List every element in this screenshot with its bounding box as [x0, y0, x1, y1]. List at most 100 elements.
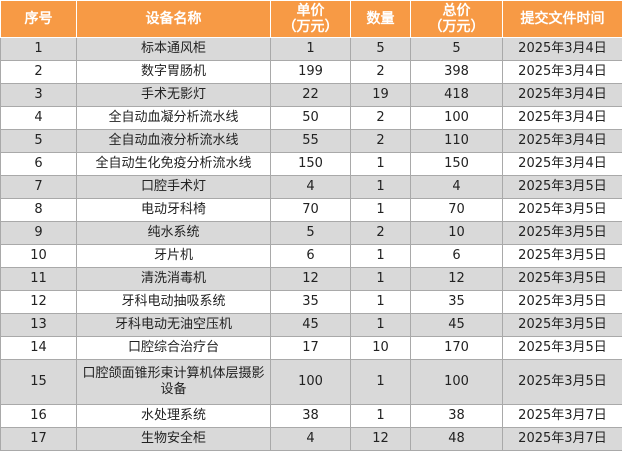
- header-qty: 数量: [350, 0, 411, 38]
- cell-total: 45: [410, 313, 503, 337]
- cell-date: 2025年3月5日: [502, 336, 622, 360]
- cell-unit-price: 35: [270, 290, 351, 314]
- table-row: 8 电动牙科椅 70 1 70 2025年3月5日: [0, 198, 622, 222]
- table-row: 1 标本通风柜 1 5 5 2025年3月4日: [0, 37, 622, 61]
- cell-unit-price: 4: [270, 427, 351, 451]
- table-row: 10 牙片机 6 1 6 2025年3月5日: [0, 244, 622, 268]
- cell-no: 6: [0, 152, 77, 176]
- cell-qty: 19: [350, 83, 411, 107]
- cell-unit-price: 70: [270, 198, 351, 222]
- cell-qty: 1: [350, 175, 411, 199]
- cell-name: 口腔综合治疗台: [76, 336, 271, 360]
- cell-unit-price: 100: [270, 359, 351, 405]
- cell-name: 全自动血凝分析流水线: [76, 106, 271, 130]
- cell-unit-price: 199: [270, 60, 351, 84]
- cell-qty: 5: [350, 37, 411, 61]
- table-row: 6 全自动生化免疫分析流水线 150 1 150 2025年3月4日: [0, 152, 622, 176]
- cell-date: 2025年3月5日: [502, 221, 622, 245]
- cell-no: 17: [0, 427, 77, 451]
- header-total: 总价 （万元）: [410, 0, 503, 38]
- cell-qty: 1: [350, 359, 411, 405]
- cell-no: 1: [0, 37, 77, 61]
- cell-total: 48: [410, 427, 503, 451]
- cell-no: 13: [0, 313, 77, 337]
- table-row: 4 全自动血凝分析流水线 50 2 100 2025年3月4日: [0, 106, 622, 130]
- cell-qty: 1: [350, 404, 411, 428]
- cell-total: 398: [410, 60, 503, 84]
- header-unit-price: 单价 （万元）: [270, 0, 351, 38]
- cell-date: 2025年3月4日: [502, 129, 622, 153]
- cell-date: 2025年3月5日: [502, 359, 622, 405]
- cell-name: 牙科电动无油空压机: [76, 313, 271, 337]
- table-body: 1 标本通风柜 1 5 5 2025年3月4日 2 数字胃肠机 199 2 398 2025年3月4日…: [0, 37, 622, 451]
- cell-name: 标本通风柜: [76, 37, 271, 61]
- cell-no: 12: [0, 290, 77, 314]
- table-row: 12 牙科电动抽吸系统 35 1 35 2025年3月5日: [0, 290, 622, 314]
- header-date: 提交文件时间: [502, 0, 622, 38]
- cell-name: 全自动血液分析流水线: [76, 129, 271, 153]
- cell-unit-price: 17: [270, 336, 351, 360]
- cell-date: 2025年3月4日: [502, 152, 622, 176]
- table-row: 16 水处理系统 38 1 38 2025年3月7日: [0, 404, 622, 428]
- cell-no: 11: [0, 267, 77, 291]
- cell-date: 2025年3月7日: [502, 404, 622, 428]
- table-row: 9 纯水系统 5 2 10 2025年3月5日: [0, 221, 622, 245]
- cell-no: 5: [0, 129, 77, 153]
- cell-qty: 1: [350, 313, 411, 337]
- table-row: 7 口腔手术灯 4 1 4 2025年3月5日: [0, 175, 622, 199]
- cell-unit-price: 45: [270, 313, 351, 337]
- cell-unit-price: 1: [270, 37, 351, 61]
- table-row: 15 口腔颌面锥形束计算机体层摄影设备 100 1 100 2025年3月5日: [0, 359, 622, 405]
- header-row: 序号 设备名称 单价 （万元） 数量 总价 （万元） 提交文件时间: [0, 0, 622, 38]
- cell-qty: 10: [350, 336, 411, 360]
- cell-date: 2025年3月5日: [502, 244, 622, 268]
- cell-no: 14: [0, 336, 77, 360]
- cell-name: 全自动生化免疫分析流水线: [76, 152, 271, 176]
- cell-date: 2025年3月5日: [502, 175, 622, 199]
- cell-qty: 2: [350, 106, 411, 130]
- cell-total: 38: [410, 404, 503, 428]
- cell-total: 6: [410, 244, 503, 268]
- table-row: 13 牙科电动无油空压机 45 1 45 2025年3月5日: [0, 313, 622, 337]
- cell-no: 10: [0, 244, 77, 268]
- table-row: 14 口腔综合治疗台 17 10 170 2025年3月5日: [0, 336, 622, 360]
- cell-name: 水处理系统: [76, 404, 271, 428]
- cell-date: 2025年3月4日: [502, 60, 622, 84]
- table-row: 2 数字胃肠机 199 2 398 2025年3月4日: [0, 60, 622, 84]
- cell-total: 70: [410, 198, 503, 222]
- cell-date: 2025年3月5日: [502, 313, 622, 337]
- cell-total: 5: [410, 37, 503, 61]
- cell-unit-price: 22: [270, 83, 351, 107]
- cell-total: 170: [410, 336, 503, 360]
- cell-total: 150: [410, 152, 503, 176]
- header-name: 设备名称: [76, 0, 271, 38]
- cell-total: 110: [410, 129, 503, 153]
- cell-total: 10: [410, 221, 503, 245]
- cell-total: 35: [410, 290, 503, 314]
- cell-date: 2025年3月5日: [502, 290, 622, 314]
- cell-qty: 2: [350, 129, 411, 153]
- cell-no: 8: [0, 198, 77, 222]
- cell-name: 牙片机: [76, 244, 271, 268]
- cell-no: 3: [0, 83, 77, 107]
- equipment-table: 序号 设备名称 单价 （万元） 数量 总价 （万元） 提交文件时间 1 标本通风柜…: [0, 0, 622, 451]
- cell-qty: 1: [350, 267, 411, 291]
- table-row: 5 全自动血液分析流水线 55 2 110 2025年3月4日: [0, 129, 622, 153]
- cell-date: 2025年3月5日: [502, 267, 622, 291]
- cell-unit-price: 150: [270, 152, 351, 176]
- cell-name: 手术无影灯: [76, 83, 271, 107]
- cell-no: 9: [0, 221, 77, 245]
- cell-name: 牙科电动抽吸系统: [76, 290, 271, 314]
- cell-date: 2025年3月5日: [502, 198, 622, 222]
- cell-unit-price: 50: [270, 106, 351, 130]
- cell-no: 7: [0, 175, 77, 199]
- cell-qty: 2: [350, 60, 411, 84]
- cell-total: 12: [410, 267, 503, 291]
- cell-name: 生物安全柜: [76, 427, 271, 451]
- cell-name: 纯水系统: [76, 221, 271, 245]
- table-row: 3 手术无影灯 22 19 418 2025年3月4日: [0, 83, 622, 107]
- cell-qty: 1: [350, 198, 411, 222]
- cell-no: 2: [0, 60, 77, 84]
- cell-qty: 12: [350, 427, 411, 451]
- cell-unit-price: 55: [270, 129, 351, 153]
